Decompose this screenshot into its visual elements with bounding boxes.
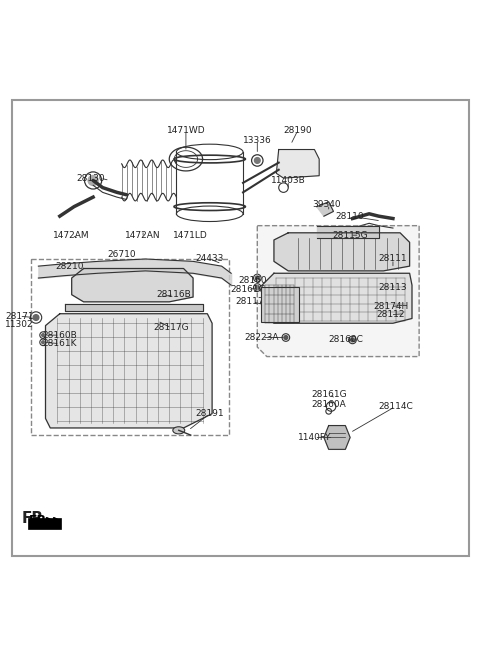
Text: 1472AM: 1472AM <box>53 231 90 239</box>
Polygon shape <box>262 274 412 323</box>
Text: 1471LD: 1471LD <box>173 231 208 239</box>
Circle shape <box>284 336 288 339</box>
Polygon shape <box>257 226 419 357</box>
Text: 28117G: 28117G <box>154 323 190 333</box>
Text: FR.: FR. <box>29 514 52 527</box>
Text: 28115G: 28115G <box>332 231 368 239</box>
Text: 28111: 28111 <box>379 255 407 264</box>
Polygon shape <box>72 268 193 302</box>
Circle shape <box>255 285 259 289</box>
Text: 28113: 28113 <box>379 283 407 292</box>
Text: 28110: 28110 <box>336 212 364 220</box>
Polygon shape <box>46 314 212 428</box>
Text: 39340: 39340 <box>312 200 341 209</box>
Text: 28190: 28190 <box>284 126 312 135</box>
Text: 11403B: 11403B <box>271 176 306 185</box>
Circle shape <box>350 338 354 342</box>
Circle shape <box>42 334 45 337</box>
Polygon shape <box>324 426 350 449</box>
Text: 28112: 28112 <box>376 310 405 319</box>
Text: 28210: 28210 <box>55 262 84 271</box>
Text: 28161G: 28161G <box>230 285 265 295</box>
Polygon shape <box>276 150 319 178</box>
Text: 28160A: 28160A <box>312 400 346 409</box>
Text: 11302: 11302 <box>5 319 34 329</box>
Text: 28160C: 28160C <box>328 335 363 344</box>
Text: 1471WD: 1471WD <box>167 126 205 135</box>
Polygon shape <box>317 202 334 216</box>
Text: 28223A: 28223A <box>245 333 279 342</box>
FancyBboxPatch shape <box>28 518 61 529</box>
FancyBboxPatch shape <box>261 287 299 322</box>
Ellipse shape <box>173 427 185 434</box>
Text: 28160: 28160 <box>238 276 267 285</box>
Text: 28116B: 28116B <box>156 290 192 299</box>
Circle shape <box>255 276 259 280</box>
Text: 26710: 26710 <box>108 250 136 258</box>
Text: 28130: 28130 <box>76 174 105 182</box>
Text: 1472AN: 1472AN <box>125 231 161 239</box>
Text: 28191: 28191 <box>195 409 224 418</box>
Text: 28174H: 28174H <box>373 302 408 311</box>
Polygon shape <box>64 304 203 312</box>
Circle shape <box>33 315 39 320</box>
Circle shape <box>254 157 260 163</box>
FancyBboxPatch shape <box>12 100 469 556</box>
Text: 28160B: 28160B <box>42 331 77 340</box>
Text: FR.: FR. <box>22 511 50 526</box>
Text: 28161K: 28161K <box>43 339 77 348</box>
Text: 28114C: 28114C <box>378 402 413 411</box>
Circle shape <box>42 341 45 344</box>
Text: 28161G: 28161G <box>311 390 347 399</box>
Text: 24433: 24433 <box>195 255 224 264</box>
Circle shape <box>87 174 99 186</box>
Text: 13336: 13336 <box>243 136 272 144</box>
Polygon shape <box>317 226 379 237</box>
Text: 28171: 28171 <box>5 312 34 321</box>
Polygon shape <box>274 233 409 271</box>
Text: 1140FY: 1140FY <box>298 433 331 442</box>
Text: 28117F: 28117F <box>236 297 269 306</box>
